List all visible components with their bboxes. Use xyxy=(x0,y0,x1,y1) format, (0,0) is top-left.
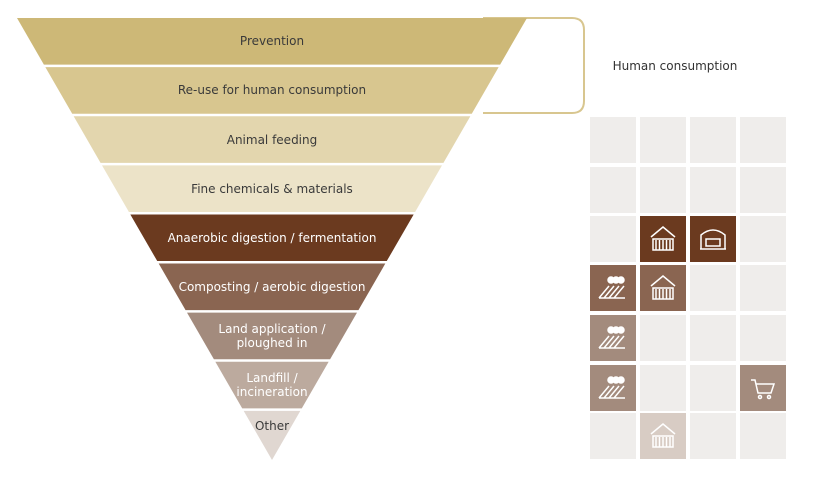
level-label: Landfill / incineration xyxy=(236,371,308,400)
level-label: Animal feeding xyxy=(226,132,318,147)
icon xyxy=(650,226,676,251)
grid-cell xyxy=(690,365,736,411)
grid-cell xyxy=(740,167,786,213)
level-label: Land application / ploughed in xyxy=(218,321,326,350)
pyramid-level xyxy=(243,410,301,460)
icon-field xyxy=(598,335,625,349)
icon xyxy=(598,276,625,299)
icon-tree xyxy=(617,326,625,334)
bracket xyxy=(483,17,585,114)
level-label: Fine chemicals & materials xyxy=(191,181,353,196)
icon-roof xyxy=(650,226,676,238)
grid-cell xyxy=(590,117,636,163)
grid-cell xyxy=(740,315,786,361)
icon xyxy=(598,376,625,399)
pyramid-level xyxy=(215,361,329,409)
level-label: Prevention xyxy=(239,34,305,49)
icon-cart xyxy=(751,379,776,394)
icon-tree xyxy=(617,376,625,384)
grid-cell xyxy=(590,216,636,262)
level-label: Anaerobic digestion / fermentation xyxy=(167,230,377,245)
pyramid-level xyxy=(158,263,386,311)
pyramid-level xyxy=(130,214,414,262)
grid-cell xyxy=(640,167,686,213)
pyramid-level xyxy=(187,312,357,360)
icon-depot xyxy=(700,229,726,249)
grid-cell xyxy=(740,413,786,459)
grid-cell xyxy=(690,265,736,311)
level-label: Other xyxy=(254,418,290,433)
pyramid-level xyxy=(17,18,527,65)
grid-cell xyxy=(590,413,636,459)
bracket-label: Human consumption xyxy=(612,59,738,73)
grid-cell xyxy=(740,365,786,411)
grid-cell xyxy=(740,265,786,311)
icon xyxy=(650,275,676,300)
icon xyxy=(751,379,776,400)
icon-wheel xyxy=(757,394,763,400)
icon-truck xyxy=(705,238,721,247)
grid-cell xyxy=(690,167,736,213)
icon-field xyxy=(598,385,625,399)
grid-cell xyxy=(690,117,736,163)
level-label: Re-use for human consumption xyxy=(177,83,367,98)
grid-cell xyxy=(640,117,686,163)
pyramid-level xyxy=(45,67,499,114)
icon xyxy=(700,229,726,250)
icon xyxy=(598,326,625,349)
pyramid-level xyxy=(102,165,442,212)
icon-wheel xyxy=(766,394,772,400)
grid-cell xyxy=(640,365,686,411)
grid-cell xyxy=(640,315,686,361)
icon-tree xyxy=(617,276,625,284)
icon-field xyxy=(598,285,625,299)
icon-roof xyxy=(650,275,676,287)
grid-cell xyxy=(740,216,786,262)
grid-cell xyxy=(740,117,786,163)
grid-cell xyxy=(690,413,736,459)
pyramid-level xyxy=(73,116,471,163)
grid-cell xyxy=(690,315,736,361)
icon xyxy=(650,423,676,448)
level-label: Composting / aerobic digestion xyxy=(178,279,366,294)
grid-cell xyxy=(590,167,636,213)
icon-roof xyxy=(650,423,676,435)
